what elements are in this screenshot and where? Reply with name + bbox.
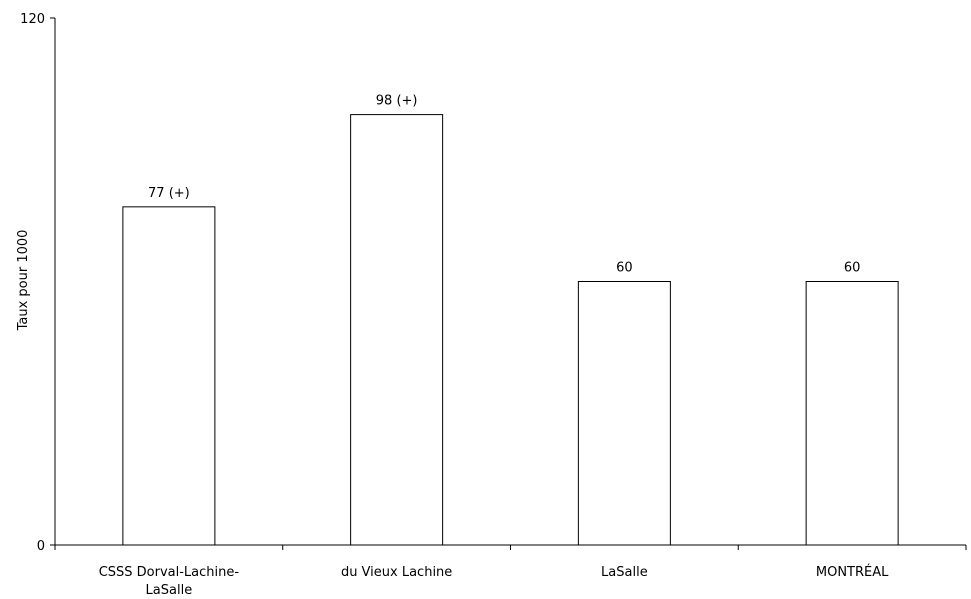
category-labels: CSSS Dorval-Lachine- LaSalle du Vieux Lach…	[99, 564, 889, 598]
y-axis: 0 120	[20, 12, 56, 554]
data-label: 60	[844, 261, 861, 276]
y-axis-title: Taux pour 1000	[16, 230, 31, 332]
data-label: 77 (+)	[148, 186, 190, 201]
x-category-label: LaSalle	[601, 565, 648, 580]
bars	[122, 114, 899, 546]
data-label: 98 (+)	[376, 94, 418, 109]
x-category-label: MONTRÉAL	[816, 564, 889, 580]
x-category-label: du Vieux Lachine	[341, 565, 452, 580]
data-label: 60	[616, 261, 633, 276]
bar	[805, 281, 899, 546]
y-tick-label: 0	[37, 539, 45, 554]
data-labels: 77 (+) 98 (+) 60 60	[148, 94, 860, 276]
x-axis	[54, 544, 967, 550]
x-category-label: CSSS Dorval-Lachine-	[99, 565, 240, 580]
y-tick-label: 120	[20, 12, 45, 27]
bar	[122, 206, 216, 546]
x-category-label: LaSalle	[146, 583, 193, 598]
bar	[577, 281, 671, 546]
bar	[350, 114, 444, 546]
